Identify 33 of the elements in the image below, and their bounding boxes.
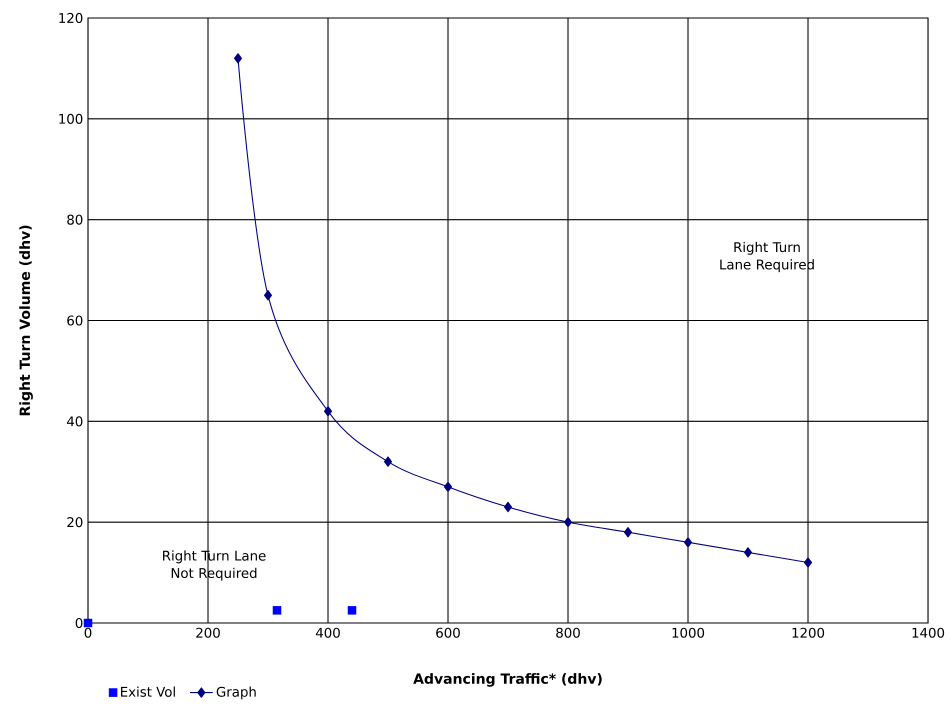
point <box>624 527 632 538</box>
y-tick-label: 20 <box>67 517 82 528</box>
point <box>348 606 356 615</box>
point <box>744 547 752 558</box>
y-tick-label: 40 <box>66 416 82 426</box>
y-tick-label: 120 <box>59 12 82 24</box>
point <box>324 406 332 416</box>
point <box>384 456 392 467</box>
x-axis-title: Advancing Traffic* (dhv) <box>413 673 602 687</box>
point <box>504 502 512 512</box>
x-tick-label: 0 <box>84 628 92 638</box>
x-tick-label: 600 <box>436 628 460 638</box>
point <box>84 618 92 628</box>
point <box>444 482 452 492</box>
y-tick-label: 60 <box>67 315 82 326</box>
x-tick-label: 1400 <box>912 628 944 638</box>
x-tick-label: 800 <box>556 628 580 638</box>
point <box>564 516 572 528</box>
point <box>804 557 812 568</box>
point <box>272 606 282 615</box>
point <box>234 53 242 64</box>
x-tick-label: 1000 <box>672 628 704 638</box>
x-tick-label: 200 <box>196 628 220 638</box>
y-axis-title: Right Turn Volume (dhv) <box>19 226 33 416</box>
legend-label: Graph <box>216 686 256 700</box>
y-tick-label: 100 <box>59 114 82 124</box>
point <box>264 290 272 300</box>
x-tick-label: 1200 <box>792 628 824 638</box>
y-tick-label: 80 <box>67 214 82 225</box>
y-tick-label: 0 <box>76 618 82 628</box>
legend-label: Exist Vol <box>121 686 175 697</box>
x-tick-label: 400 <box>316 628 340 638</box>
point <box>684 537 692 548</box>
